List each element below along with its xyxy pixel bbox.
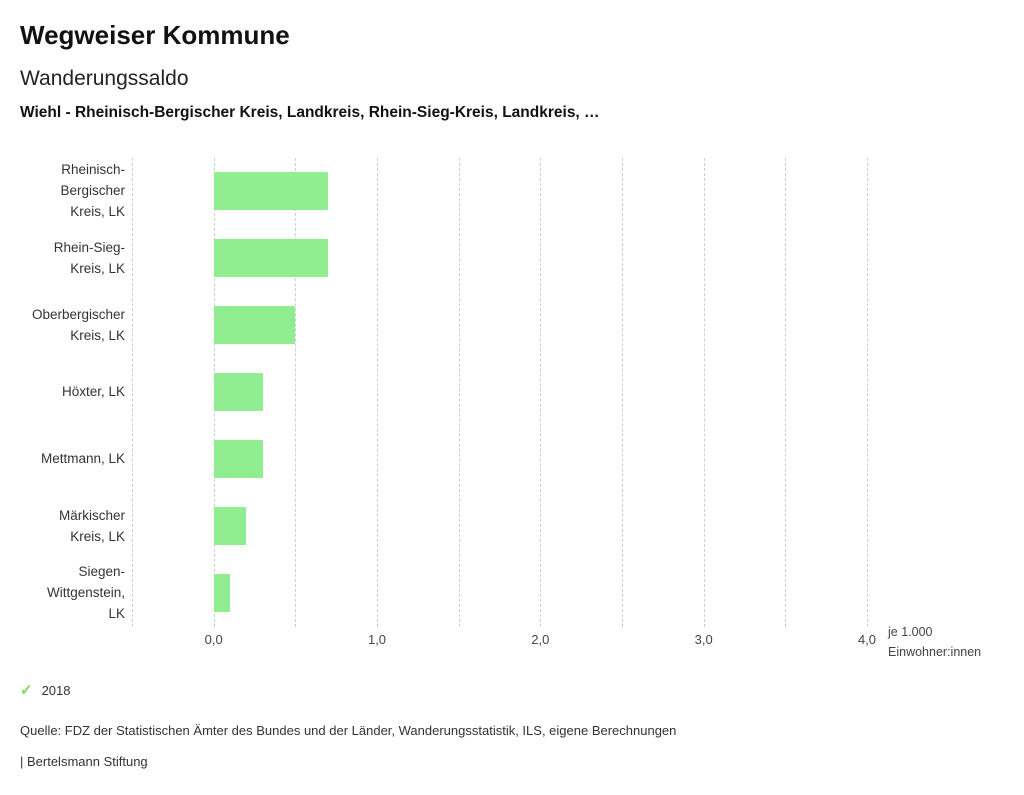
bar[interactable] [213,574,230,612]
x-tick-label: 3,0 [694,632,713,647]
bar[interactable] [213,306,296,344]
gridline [703,158,705,627]
source-text: Quelle: FDZ der Statistischen Ämter des … [20,723,677,738]
bar[interactable] [213,373,263,411]
plot-area [132,158,868,627]
category-label: Siegen- Wittgenstein, LK [46,564,125,621]
bar[interactable] [213,239,328,277]
gridline [132,158,133,627]
chart-title: Wanderungssaldo [20,67,189,90]
legend-item-2018[interactable]: ✓ 2018 [20,683,71,698]
gridline [540,158,542,627]
gridline [785,158,787,627]
gridline [377,158,378,627]
x-tick-label: 0,0 [204,632,223,647]
bar[interactable] [213,507,247,545]
category-labels: Rheinisch- Bergischer Kreis, LK Rhein-Sie… [0,158,125,627]
brand-text: | Bertelsmann Stiftung [20,754,148,769]
check-icon: ✓ [20,682,33,699]
category-label: Mettmann, LK [40,451,125,467]
category-label: Oberbergischer Kreis, LK [31,306,125,343]
category-label: Höxter, LK [61,384,125,400]
gridline [622,158,623,627]
category-label: Rheinisch- Bergischer Kreis, LK [60,162,125,219]
x-tick-label: 4,0 [857,632,877,647]
category-label: Märkischer Kreis, LK [58,507,125,544]
app-title: Wegweiser Kommune [20,20,290,50]
gridline [867,158,868,627]
gridline [458,158,460,627]
bar[interactable] [213,172,328,210]
legend-label: 2018 [41,683,71,698]
chart-selection: Wiehl - Rheinisch-Bergischer Kreis, Land… [20,104,600,121]
x-tick-label: 2,0 [531,632,550,647]
x-tick-label: 1,0 [367,632,387,647]
category-label: Rhein-Sieg- Kreis, LK [53,239,125,276]
gridline [295,158,297,627]
x-axis-unit-label: je 1.000 Einwohner:innen [888,625,982,659]
bar[interactable] [213,440,263,478]
